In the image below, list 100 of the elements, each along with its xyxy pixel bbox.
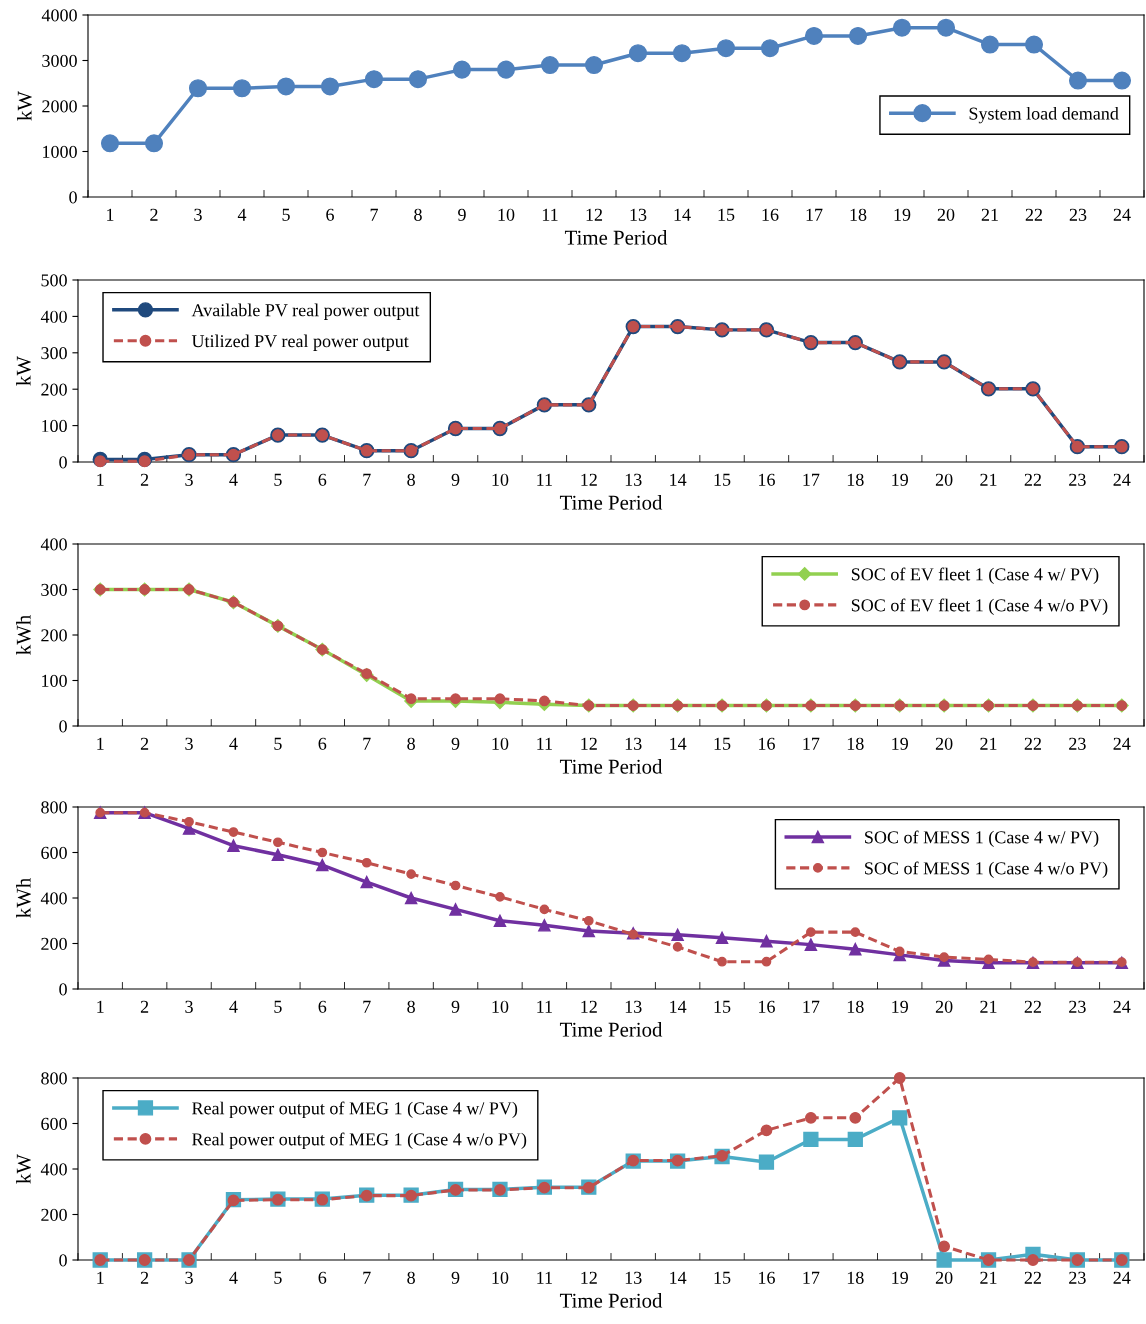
y-tick-label: 3000 (42, 54, 77, 67)
x-tick-label: 2 (140, 1271, 149, 1284)
x-tick-label: 12 (581, 1000, 597, 1013)
x-tick-label: 11 (542, 208, 558, 221)
x-tick-label: 18 (850, 208, 867, 221)
legend-label: Available PV real power output (191, 303, 420, 320)
y-tick-label: 200 (41, 383, 67, 396)
x-tick-label: 11 (537, 1271, 552, 1284)
x-tick-label: 19 (892, 737, 908, 750)
y-axis-title: kW (17, 91, 32, 121)
x-tick-label: 6 (318, 737, 327, 750)
x-tick-label: 17 (803, 473, 820, 486)
x-tick-label: 5 (274, 473, 282, 486)
x-tick-label: 5 (274, 737, 282, 750)
y-tick-label: 0 (59, 1254, 67, 1267)
y-tick-label: 400 (40, 538, 67, 551)
y-tick-label: 4000 (41, 9, 77, 22)
x-tick-label: 16 (759, 737, 775, 750)
y-tick-label: 200 (41, 629, 67, 642)
x-tick-label: 13 (625, 473, 642, 486)
x-tick-label: 9 (451, 1000, 460, 1013)
y-tick-label: 400 (40, 1163, 67, 1176)
x-tick-label: 13 (625, 1000, 642, 1013)
x-tick-label: 22 (1024, 1000, 1041, 1013)
x-tick-label: 17 (806, 208, 823, 221)
x-tick-label: 8 (407, 737, 415, 750)
y-tick-label: 0 (69, 191, 77, 204)
x-tick-label: 21 (980, 737, 997, 750)
x-tick-label: 23 (1069, 473, 1086, 486)
y-axis-title: kWh (16, 615, 31, 655)
x-tick-label: 3 (185, 473, 193, 486)
x-tick-label: 15 (714, 473, 731, 486)
x-tick-label: 2 (140, 473, 149, 486)
x-tick-label: 2 (140, 1000, 149, 1013)
x-tick-label: 7 (363, 737, 371, 750)
x-tick-label: 24 (1113, 473, 1131, 486)
x-tick-label: 4 (229, 1271, 238, 1284)
x-tick-label: 10 (492, 1271, 509, 1284)
x-tick-label: 8 (407, 473, 415, 486)
x-tick-label: 9 (451, 1271, 460, 1284)
legend-label: SOC of EV fleet 1 (Case 4 w/ PV) (851, 567, 1099, 585)
x-tick-label: 5 (274, 1271, 282, 1284)
y-tick-label: 600 (41, 846, 67, 859)
x-tick-label: 2 (150, 208, 158, 221)
x-tick-label: 12 (586, 208, 603, 221)
x-tick-label: 24 (1113, 1271, 1131, 1284)
x-tick-label: 17 (803, 737, 820, 750)
x-tick-label: 12 (581, 473, 597, 486)
y-tick-label: 800 (41, 1072, 67, 1085)
legend-label: System load demand (969, 106, 1119, 124)
x-tick-label: 20 (935, 1271, 953, 1284)
x-tick-label: 16 (759, 1000, 775, 1013)
x-tick-label: 21 (981, 208, 998, 221)
x-tick-label: 16 (759, 473, 775, 486)
y-axis-title: kW (16, 356, 31, 386)
x-tick-label: 12 (581, 1271, 597, 1284)
y-tick-label: 0 (59, 983, 67, 996)
x-tick-label: 20 (935, 473, 953, 486)
x-axis-title: Time Period (559, 759, 663, 774)
legend-label: SOC of MESS 1 (Case 4 w/o PV) (865, 861, 1108, 879)
x-tick-label: 1 (97, 473, 104, 486)
x-tick-label: 6 (326, 208, 334, 221)
x-tick-label: 24 (1113, 208, 1131, 221)
x-tick-label: 9 (451, 473, 460, 486)
x-tick-label: 23 (1069, 737, 1086, 750)
x-tick-label: 10 (492, 473, 509, 486)
x-tick-label: 3 (194, 208, 202, 221)
x-tick-label: 22 (1024, 473, 1041, 486)
x-tick-label: 4 (229, 737, 238, 750)
y-tick-label: 800 (41, 801, 67, 814)
x-tick-label: 10 (492, 737, 509, 750)
x-tick-label: 14 (670, 1000, 687, 1013)
legend-label: SOC of EV fleet 1 (Case 4 w/o PV) (851, 598, 1108, 616)
x-tick-label: 7 (363, 473, 371, 486)
x-tick-label: 11 (537, 1000, 552, 1013)
y-tick-label: 600 (41, 1117, 67, 1130)
x-tick-label: 14 (674, 208, 691, 221)
x-tick-label: 22 (1024, 1271, 1041, 1284)
y-tick-label: 100 (42, 674, 67, 687)
x-tick-label: 3 (185, 737, 193, 750)
x-tick-label: 8 (407, 1000, 415, 1013)
x-tick-label: 14 (670, 1271, 687, 1284)
x-tick-label: 9 (458, 208, 466, 221)
y-axis-title: kW (16, 1154, 31, 1184)
x-tick-label: 1 (107, 208, 114, 221)
x-tick-label: 9 (451, 737, 460, 750)
x-tick-label: 18 (847, 737, 864, 750)
x-tick-label: 24 (1113, 737, 1131, 750)
y-tick-label: 200 (41, 937, 67, 950)
x-tick-label: 4 (237, 208, 247, 221)
x-tick-label: 20 (935, 1000, 953, 1013)
x-tick-label: 16 (759, 1271, 775, 1284)
x-tick-label: 19 (894, 208, 911, 221)
x-tick-label: 1 (97, 1000, 104, 1013)
x-tick-label: 15 (714, 1271, 731, 1284)
x-tick-label: 10 (498, 208, 515, 221)
y-tick-label: 1000 (43, 145, 77, 158)
y-tick-label: 300 (41, 347, 67, 360)
x-tick-label: 22 (1024, 737, 1041, 750)
x-tick-label: 17 (803, 1000, 820, 1013)
